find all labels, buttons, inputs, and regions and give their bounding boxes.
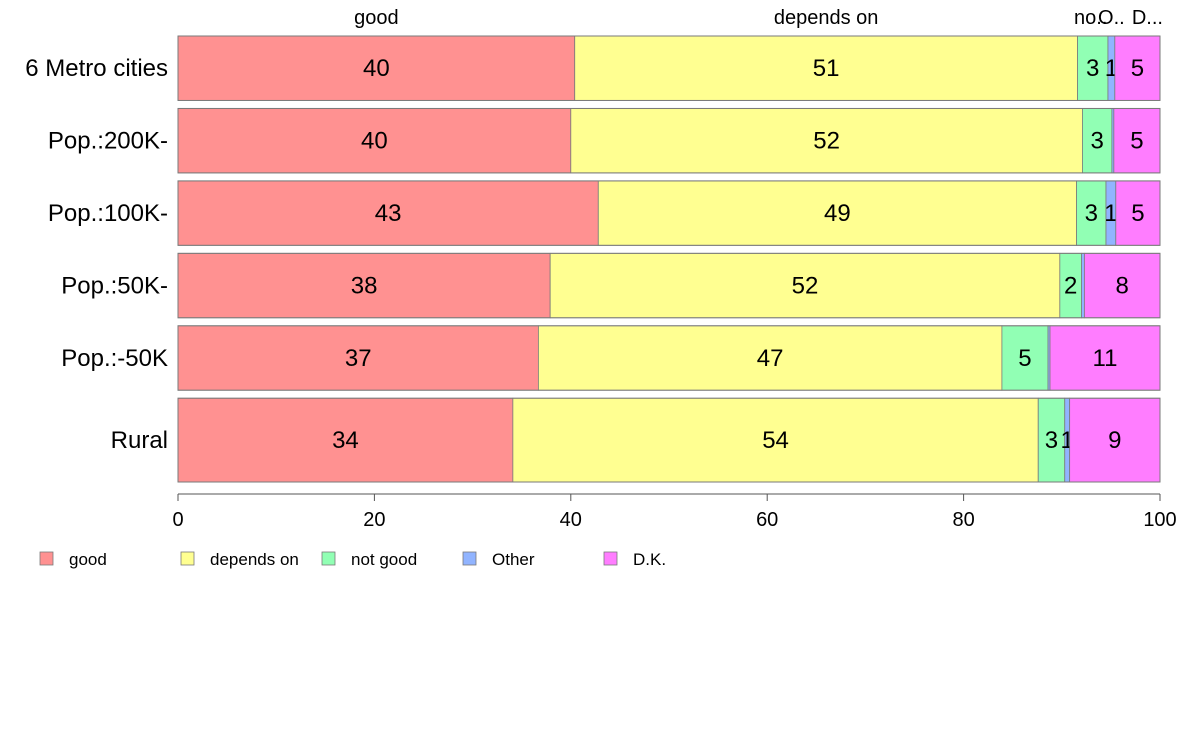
data-label: 3 bbox=[1090, 128, 1103, 155]
column-header-2: no.. bbox=[1074, 7, 1107, 29]
legend-label: Other bbox=[492, 550, 535, 569]
data-label: 2 bbox=[1064, 273, 1077, 300]
bar-segment-d-k- bbox=[1083, 252, 1161, 319]
bar-frame bbox=[177, 35, 1161, 101]
legend-label: D.K. bbox=[633, 550, 666, 569]
legend-item: not good bbox=[321, 550, 417, 569]
data-label: 5 bbox=[1131, 200, 1144, 227]
category-label: 6 Metro cities bbox=[25, 55, 168, 82]
bar-segment-depends-on bbox=[597, 180, 1077, 246]
data-label: 3 bbox=[1086, 55, 1099, 82]
bar-row: Rural 34 54 3 1 9 bbox=[111, 397, 1161, 483]
column-header-4: D... bbox=[1132, 7, 1163, 29]
bar-row: Pop.:50K- 38 52 2 8 bbox=[61, 252, 1161, 319]
column-header-3: O.. bbox=[1098, 7, 1125, 29]
legend-swatch bbox=[180, 551, 195, 566]
data-label: 43 bbox=[375, 200, 402, 227]
data-label: 8 bbox=[1116, 273, 1129, 300]
bar-segment-good bbox=[177, 397, 514, 483]
bar-segment-good bbox=[177, 108, 572, 174]
legend-item: D.K. bbox=[603, 550, 666, 569]
data-label: 49 bbox=[824, 200, 851, 227]
bar-segment-depends-on bbox=[570, 108, 1083, 174]
bar-row: Pop.:200K- 40 52 3 5 bbox=[48, 107, 1161, 174]
data-label: 34 bbox=[332, 427, 359, 454]
legend-label: depends on bbox=[210, 550, 299, 569]
legend-swatch bbox=[321, 551, 336, 566]
category-label: Pop.:200K- bbox=[48, 128, 168, 155]
data-label: 52 bbox=[813, 128, 840, 155]
data-label: 40 bbox=[361, 128, 388, 155]
data-label: 5 bbox=[1131, 55, 1144, 82]
category-label: Pop.:50K- bbox=[61, 273, 168, 300]
legend-swatch bbox=[603, 551, 618, 566]
legend-swatch bbox=[39, 551, 54, 566]
bar-frame bbox=[177, 180, 1161, 246]
x-tick-label: 20 bbox=[363, 509, 385, 531]
data-label: 11 bbox=[1093, 345, 1118, 372]
bar-segment-depends-on bbox=[512, 397, 1039, 483]
bar-segment-not-good bbox=[1037, 397, 1066, 483]
data-label: 52 bbox=[792, 273, 819, 300]
data-label: 1 bbox=[1104, 200, 1117, 227]
data-label: 3 bbox=[1045, 427, 1058, 454]
data-label: 47 bbox=[757, 345, 784, 372]
bar-row: Pop.:-50K 37 47 5 11 bbox=[61, 325, 1161, 391]
bar-segment-other bbox=[1081, 252, 1085, 319]
data-label: 3 bbox=[1085, 200, 1098, 227]
x-axis: 0 20 40 60 80 100 bbox=[172, 493, 1177, 531]
column-header-0: good bbox=[354, 7, 399, 29]
legend-item: Other bbox=[462, 550, 535, 569]
column-header-1: depends on bbox=[774, 7, 879, 29]
legend-item: good bbox=[39, 550, 107, 569]
legend-label: not good bbox=[351, 550, 417, 569]
bar-frame bbox=[177, 107, 1161, 174]
bar-frame bbox=[177, 252, 1161, 319]
bar-row: 6 Metro cities 40 51 3 1 5 bbox=[25, 35, 1161, 101]
x-tick-label: 80 bbox=[952, 509, 974, 531]
data-label: 51 bbox=[813, 55, 840, 82]
data-label: 38 bbox=[351, 273, 378, 300]
column-headers: good depends on no..O.. D... bbox=[354, 7, 1163, 29]
legend: good depends on not good Other D.K. bbox=[39, 550, 666, 569]
data-label: 40 bbox=[363, 55, 390, 82]
bar-row: Pop.:100K- 43 49 3 1 5 bbox=[48, 180, 1161, 246]
x-tick-label: 0 bbox=[172, 509, 183, 531]
x-tick-label: 100 bbox=[1143, 509, 1176, 531]
bar-frame bbox=[177, 325, 1161, 391]
data-label: 5 bbox=[1018, 345, 1031, 372]
bar-segment-good bbox=[177, 180, 599, 246]
legend-label: good bbox=[69, 550, 107, 569]
bar-segment-depends-on bbox=[537, 325, 1003, 391]
data-label: 5 bbox=[1130, 128, 1143, 155]
legend-item: depends on bbox=[180, 550, 299, 569]
data-label: 9 bbox=[1108, 427, 1121, 454]
bar-frame bbox=[177, 397, 1161, 483]
bar-segment-d-k- bbox=[1113, 108, 1161, 174]
legend-swatch bbox=[462, 551, 477, 566]
data-label: 54 bbox=[762, 427, 789, 454]
x-tick-label: 40 bbox=[560, 509, 582, 531]
bar-segment-d-k- bbox=[1049, 325, 1161, 391]
category-label: Rural bbox=[111, 427, 168, 454]
x-tick-label: 60 bbox=[756, 509, 778, 531]
data-label: 37 bbox=[345, 345, 372, 372]
category-label: Pop.:-50K bbox=[61, 345, 168, 372]
category-label: Pop.:100K- bbox=[48, 200, 168, 227]
